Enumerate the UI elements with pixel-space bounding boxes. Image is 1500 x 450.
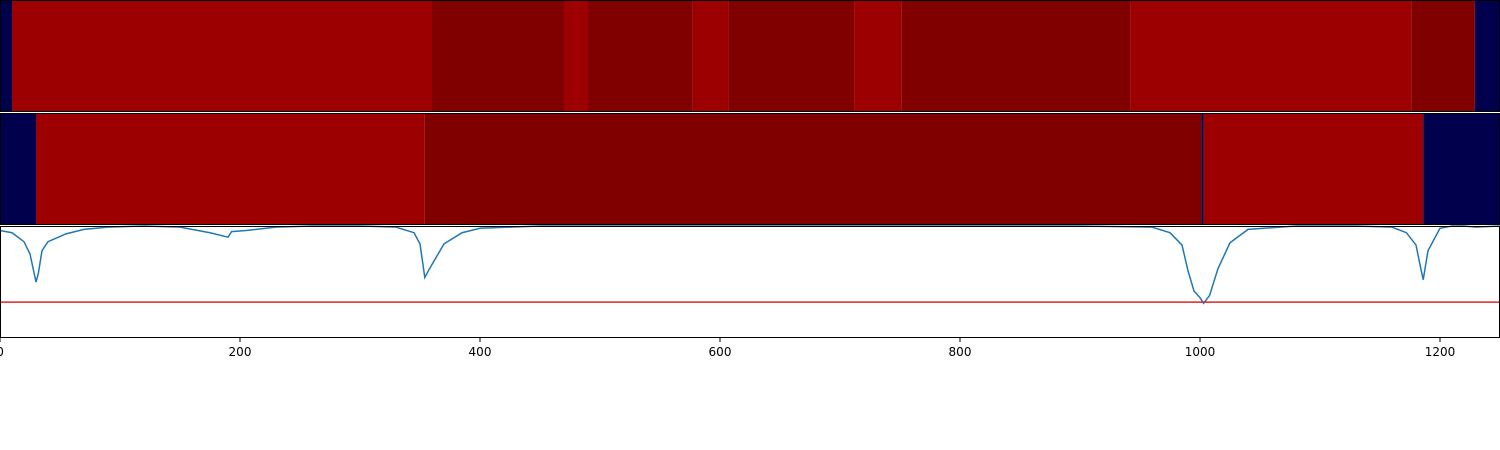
x-tick-label: 800 xyxy=(949,345,972,359)
heatmap-cell-top-1 xyxy=(12,0,432,112)
heatmap-cell-middle-3 xyxy=(1201,113,1204,225)
heatmap-cell-top-6 xyxy=(728,0,855,112)
x-axis: 0 200 400 600 800 1000 1200 xyxy=(0,338,1455,359)
heatmap-cell-top-9 xyxy=(1130,0,1412,112)
x-tick-label: 200 xyxy=(229,345,252,359)
heatmap-cell-middle-2 xyxy=(424,113,1202,225)
heatmap-middle-panel xyxy=(0,113,1500,225)
heatmap-cell-top-2 xyxy=(432,0,564,112)
heatmap-cell-top-10 xyxy=(1411,0,1475,112)
x-tick-label: 1000 xyxy=(1185,345,1216,359)
heatmap-cell-top-0 xyxy=(0,0,12,112)
heatmap-cell-top-7 xyxy=(854,0,902,112)
heatmap-cell-middle-5 xyxy=(1423,113,1500,225)
heatmap-cell-top-11 xyxy=(1474,0,1500,112)
heatmap-top-panel xyxy=(0,0,1500,112)
heatmap-cell-middle-4 xyxy=(1203,113,1424,225)
panel-frame-3 xyxy=(0,226,1500,338)
x-tick-label: 400 xyxy=(469,345,492,359)
heatmap-cell-middle-0 xyxy=(0,113,36,225)
heatmap-cell-top-4 xyxy=(588,0,693,112)
heatmap-cell-top-5 xyxy=(692,0,729,112)
x-tick-label: 1200 xyxy=(1425,345,1456,359)
x-tick-label: 600 xyxy=(709,345,732,359)
heatmap-cell-middle-1 xyxy=(36,113,425,225)
heatmap-cell-top-8 xyxy=(901,0,1131,112)
heatmap-cell-top-3 xyxy=(564,0,588,112)
line-plot-panel xyxy=(0,225,1500,305)
series-line xyxy=(0,225,1500,305)
x-tick-label: 0 xyxy=(0,345,4,359)
